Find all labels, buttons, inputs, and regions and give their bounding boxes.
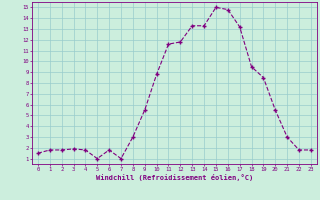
X-axis label: Windchill (Refroidissement éolien,°C): Windchill (Refroidissement éolien,°C) [96,174,253,181]
